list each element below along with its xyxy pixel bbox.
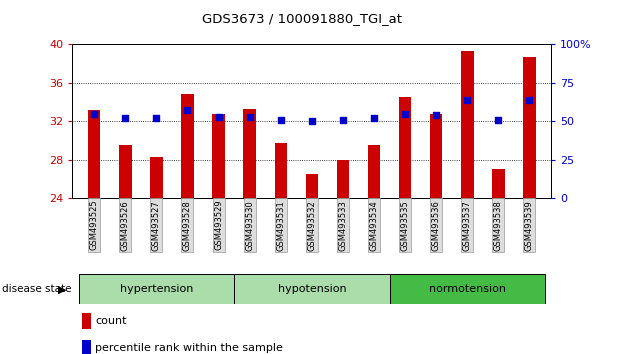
Text: disease state: disease state [2,284,71,295]
Text: GSM493537: GSM493537 [463,200,472,251]
Point [524,97,534,103]
Text: GSM493532: GSM493532 [307,200,316,251]
Text: GSM493531: GSM493531 [277,200,285,251]
Bar [306,174,318,198]
Point [244,114,255,119]
Bar [82,340,91,354]
Bar [461,51,474,198]
Point [151,115,161,121]
Bar [119,145,132,198]
Text: GSM493533: GSM493533 [338,200,347,251]
Text: GSM493525: GSM493525 [89,200,99,250]
Bar [181,94,193,198]
Point [369,115,379,121]
Bar [150,157,163,198]
Point [89,111,100,116]
Point [400,111,410,116]
Text: GSM493529: GSM493529 [214,200,223,250]
Bar [275,143,287,198]
Bar [492,169,505,198]
Bar [430,114,442,198]
Text: GSM493539: GSM493539 [525,200,534,251]
Text: percentile rank within the sample: percentile rank within the sample [95,343,284,353]
Bar [79,274,234,304]
Text: GSM493526: GSM493526 [121,200,130,251]
Point [493,117,503,122]
Point [120,115,130,121]
Text: ▶: ▶ [58,284,66,295]
Point [307,118,317,124]
Point [214,114,224,119]
Text: GSM493528: GSM493528 [183,200,192,251]
Bar [524,57,536,198]
Text: GSM493536: GSM493536 [432,200,441,251]
Text: GSM493535: GSM493535 [401,200,410,251]
Bar [243,109,256,198]
Bar [399,97,411,198]
Text: hypertension: hypertension [120,284,193,295]
Point [183,108,193,113]
Bar [368,145,381,198]
Bar [88,110,100,198]
Bar [82,313,91,329]
Text: GSM493530: GSM493530 [245,200,254,251]
Point [276,117,286,122]
Text: count: count [95,316,127,326]
Point [338,117,348,122]
Text: GSM493527: GSM493527 [152,200,161,251]
Text: GSM493538: GSM493538 [494,200,503,251]
Point [462,97,472,103]
Bar [234,274,389,304]
Bar [212,114,225,198]
Text: GSM493534: GSM493534 [370,200,379,251]
Bar [336,160,349,198]
Text: normotension: normotension [429,284,506,295]
Text: GDS3673 / 100091880_TGI_at: GDS3673 / 100091880_TGI_at [202,12,403,25]
Point [431,112,441,118]
Text: hypotension: hypotension [278,284,346,295]
Bar [389,274,545,304]
